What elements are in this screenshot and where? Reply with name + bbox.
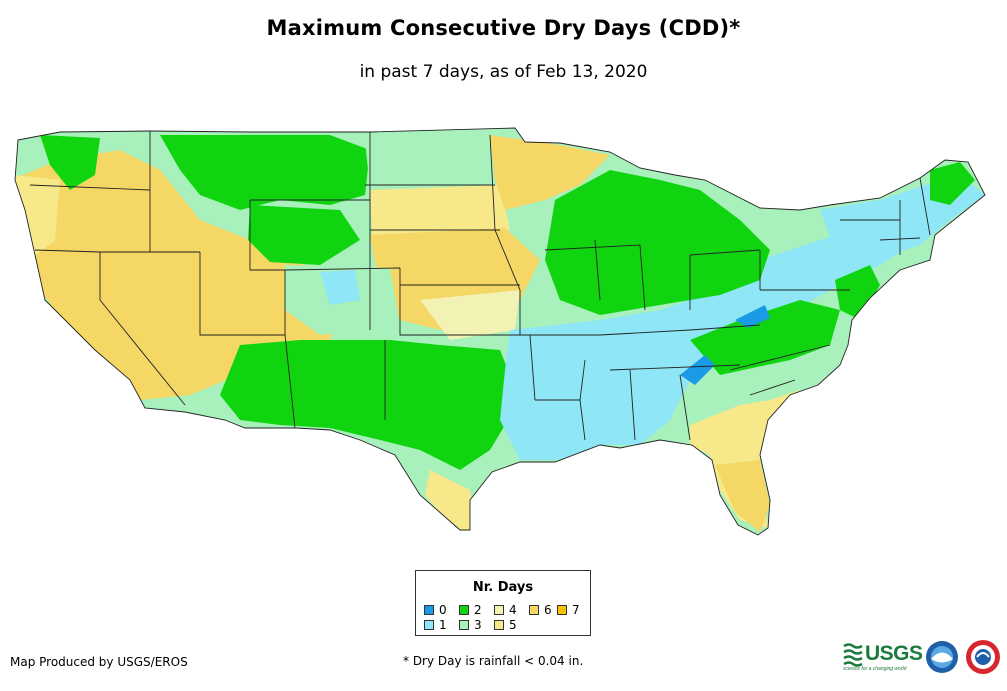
noaa-logo-icon bbox=[926, 641, 958, 673]
legend-item-1: 1 bbox=[424, 618, 447, 632]
usgs-tagline: science for a changing world bbox=[843, 666, 907, 672]
legend-swatch bbox=[494, 605, 504, 615]
region-nplains-5 bbox=[370, 185, 510, 240]
legend-item-5: 5 bbox=[494, 618, 517, 632]
region-se-5 bbox=[690, 390, 800, 528]
map-title: Maximum Consecutive Dry Days (CDD)* bbox=[266, 16, 741, 40]
legend-swatch bbox=[459, 605, 469, 615]
agency-logos: USGS science for a changing world bbox=[843, 638, 1003, 678]
legend-item-0: 0 bbox=[424, 603, 447, 617]
region-wv-0 bbox=[735, 305, 770, 328]
legend-swatch bbox=[557, 605, 567, 615]
dry-day-note: * Dry Day is rainfall < 0.04 in. bbox=[403, 654, 584, 668]
legend-label: 0 bbox=[439, 603, 447, 617]
region-texas-5 bbox=[425, 470, 475, 530]
legend-item-4: 4 bbox=[494, 603, 517, 617]
region-minn-6 bbox=[490, 135, 610, 210]
region-florida-6 bbox=[715, 460, 770, 532]
region-pnw-2 bbox=[40, 135, 100, 190]
region-glakes-2 bbox=[545, 170, 770, 315]
legend: Nr. Days 0 1 2 3 4 5 6 7 bbox=[415, 570, 591, 636]
legend-label: 1 bbox=[439, 618, 447, 632]
legend-label: 2 bbox=[474, 603, 482, 617]
legend-label: 5 bbox=[509, 618, 517, 632]
legend-label: 7 bbox=[572, 603, 580, 617]
legend-swatch bbox=[459, 620, 469, 630]
map-subtitle: in past 7 days, as of Feb 13, 2020 bbox=[359, 62, 648, 82]
legend-label: 3 bbox=[474, 618, 482, 632]
region-west-6 bbox=[15, 150, 340, 400]
legend-item-6: 6 bbox=[529, 603, 552, 617]
legend-item-7: 7 bbox=[557, 603, 580, 617]
region-kansas-4 bbox=[420, 290, 520, 340]
legend-item-2: 2 bbox=[459, 603, 482, 617]
region-colorado-1 bbox=[320, 270, 360, 305]
region-nrockies-2 bbox=[160, 135, 370, 210]
legend-swatch bbox=[494, 620, 504, 630]
legend-swatch bbox=[424, 605, 434, 615]
region-maine-2 bbox=[930, 162, 975, 205]
region-midatl-2 bbox=[835, 265, 880, 320]
legend-swatch bbox=[529, 605, 539, 615]
region-tn-0 bbox=[680, 355, 715, 385]
region-tn-2 bbox=[690, 300, 840, 375]
nws-logo-icon bbox=[966, 640, 1000, 674]
usgs-wave-icon bbox=[843, 643, 863, 667]
legend-swatch bbox=[424, 620, 434, 630]
legend-title: Nr. Days bbox=[472, 580, 534, 595]
us-cdd-map bbox=[14, 127, 986, 536]
usgs-logo: USGS bbox=[865, 642, 923, 665]
legend-label: 4 bbox=[509, 603, 517, 617]
region-wyoming-2 bbox=[248, 205, 360, 265]
region-nplains-3 bbox=[365, 138, 500, 200]
state-borders bbox=[14, 127, 986, 536]
legend-item-3: 3 bbox=[459, 618, 482, 632]
credit-text: Map Produced by USGS/EROS bbox=[10, 655, 188, 669]
region-southwest-2 bbox=[220, 340, 520, 470]
legend-label: 6 bbox=[544, 603, 552, 617]
